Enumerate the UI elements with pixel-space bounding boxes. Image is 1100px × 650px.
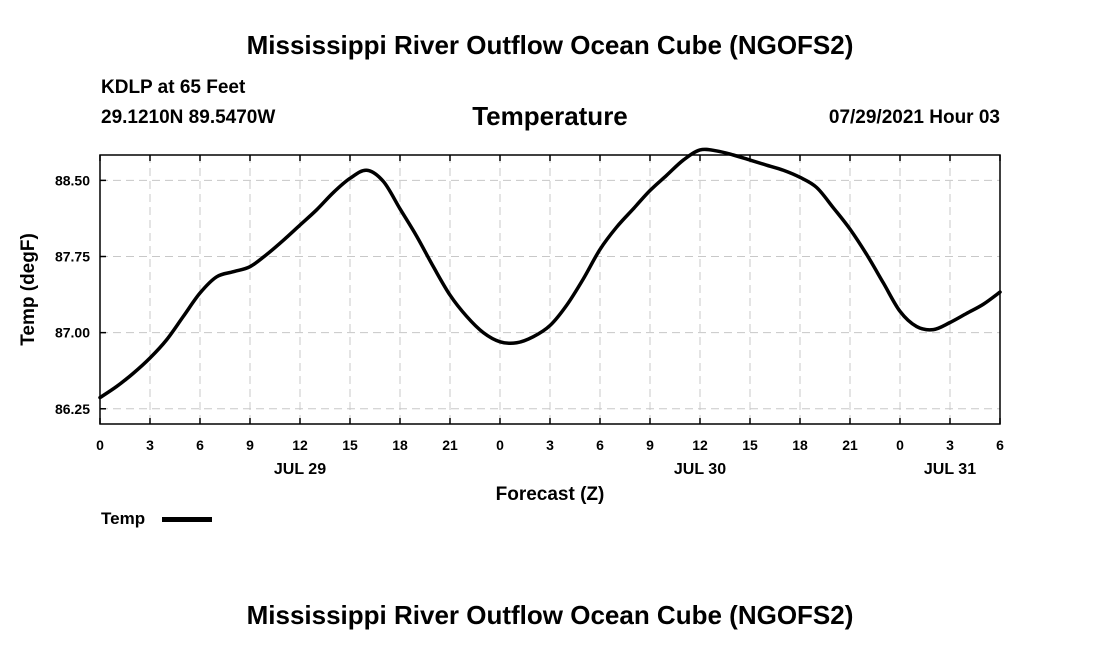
station-label: KDLP at 65 Feet (101, 77, 246, 98)
x-tick-label: 3 (546, 437, 554, 453)
y-tick-label: 87.00 (55, 325, 90, 341)
x-tick-label: 18 (392, 437, 408, 453)
parameter-title: Temperature (472, 101, 628, 131)
y-axis-label: Temp (degF) (18, 233, 39, 346)
chart-title: Mississippi River Outflow Ocean Cube (NG… (246, 30, 854, 60)
legend-line-swatch (162, 517, 212, 522)
x-tick-label: 21 (842, 437, 858, 453)
x-tick-label: 3 (946, 437, 954, 453)
legend-label: Temp (101, 509, 146, 528)
y-tick-label: 87.75 (55, 249, 90, 265)
x-tick-label: 15 (342, 437, 358, 453)
x-tick-label: 0 (896, 437, 904, 453)
x-tick-label: 3 (146, 437, 154, 453)
station-coordinates: 29.1210N 89.5470W (101, 107, 276, 128)
temp-series-line (98, 147, 1002, 400)
y-tick-label: 86.25 (55, 401, 90, 417)
x-tick-label: 21 (442, 437, 458, 453)
x-tick-label: 9 (246, 437, 254, 453)
x-tick-label: 0 (496, 437, 504, 453)
x-tick-label: 6 (596, 437, 604, 453)
date-label: JUL 30 (674, 461, 726, 478)
x-axis-label: Forecast (Z) (496, 484, 605, 505)
date-label: JUL 31 (924, 461, 976, 478)
footer-title: Mississippi River Outflow Ocean Cube (NG… (246, 600, 854, 630)
plot-frame (99, 154, 1001, 425)
y-tick-label: 88.50 (55, 172, 90, 188)
date-label: JUL 29 (274, 461, 326, 478)
x-tick-label: 9 (646, 437, 654, 453)
x-tick-label: 12 (692, 437, 708, 453)
forecast-datetime: 07/29/2021 Hour 03 (828, 107, 1000, 128)
x-tick-label: 12 (292, 437, 308, 453)
x-tick-label: 15 (742, 437, 758, 453)
x-tick-label: 0 (96, 437, 104, 453)
x-tick-label: 6 (996, 437, 1004, 453)
x-tick-label: 6 (196, 437, 204, 453)
x-tick-label: 18 (792, 437, 808, 453)
